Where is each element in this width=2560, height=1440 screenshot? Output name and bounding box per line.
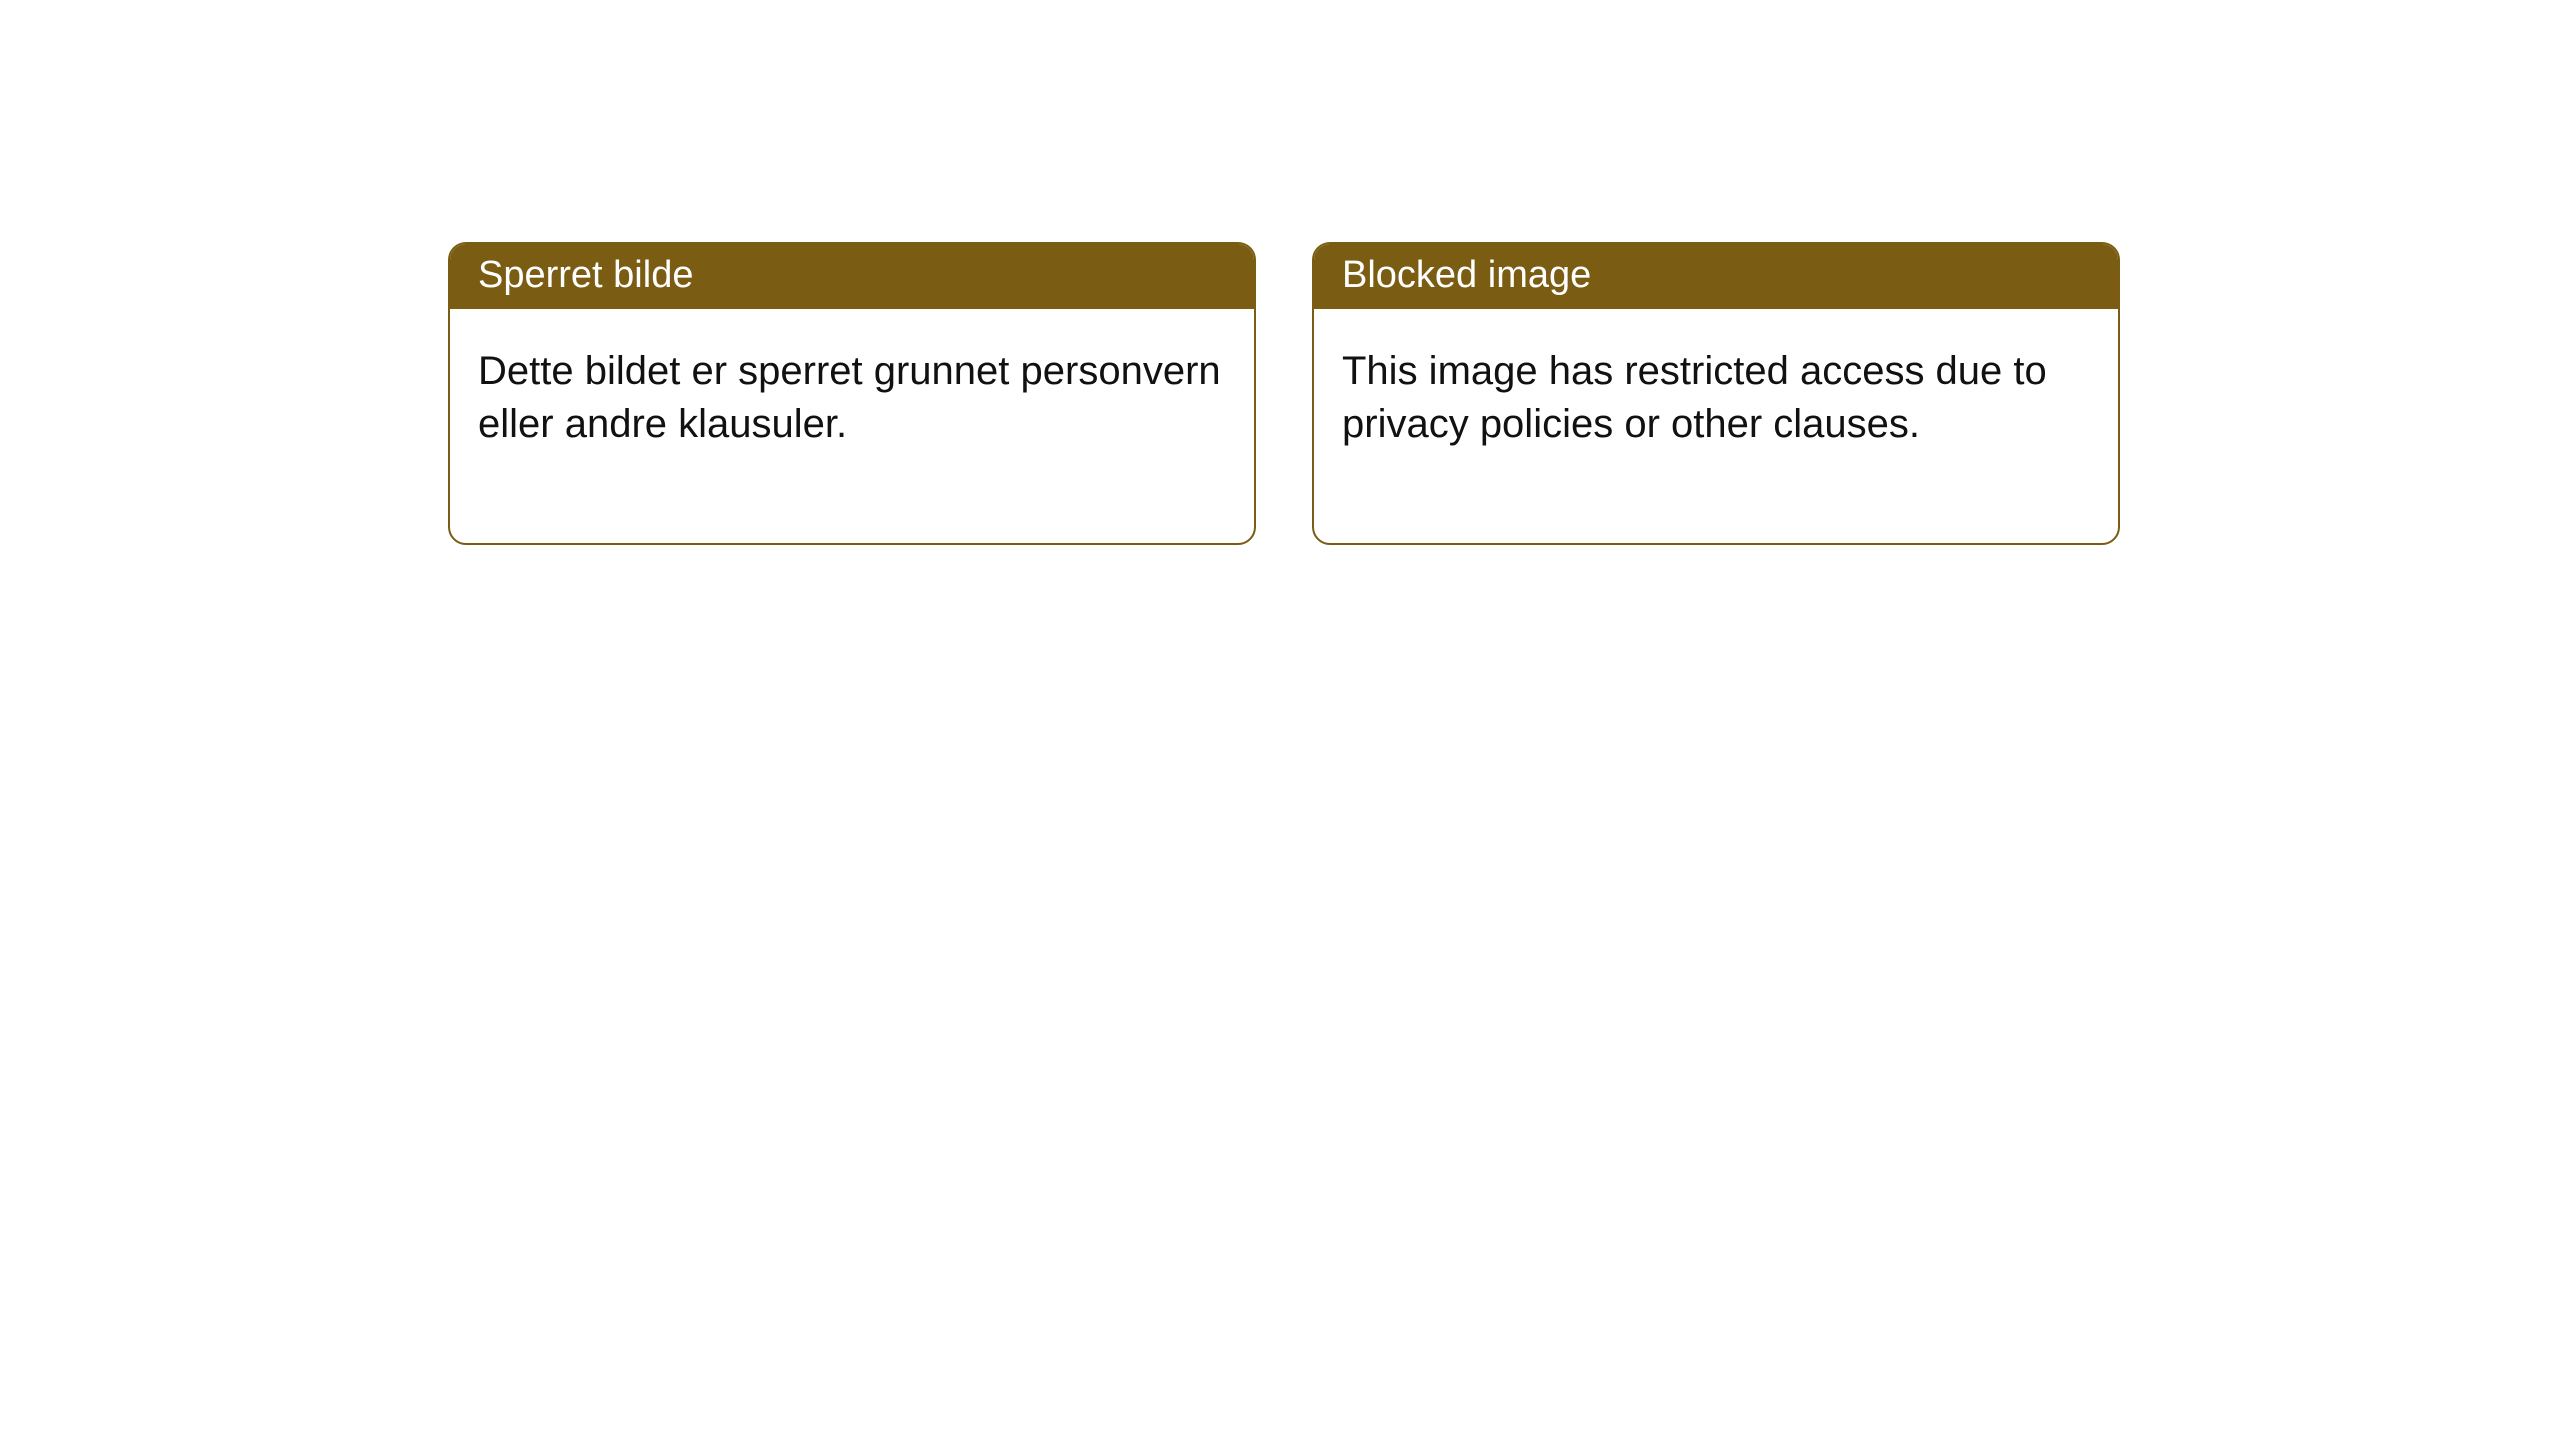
notice-card-title: Sperret bilde: [450, 244, 1254, 309]
notice-container: Sperret bilde Dette bildet er sperret gr…: [0, 0, 2560, 545]
notice-card-en: Blocked image This image has restricted …: [1312, 242, 2120, 545]
notice-card-body: This image has restricted access due to …: [1314, 309, 2118, 543]
notice-card-no: Sperret bilde Dette bildet er sperret gr…: [448, 242, 1256, 545]
notice-card-title: Blocked image: [1314, 244, 2118, 309]
notice-card-body: Dette bildet er sperret grunnet personve…: [450, 309, 1254, 543]
